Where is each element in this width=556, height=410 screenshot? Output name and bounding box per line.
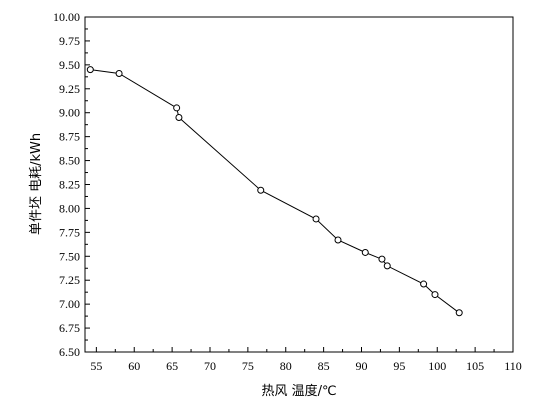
x-tick-label: 65	[166, 359, 178, 373]
y-tick-label: 6.50	[59, 345, 80, 359]
y-tick-label: 8.75	[59, 130, 80, 144]
data-point	[257, 186, 265, 194]
x-tick-label: 55	[90, 359, 102, 373]
x-tick-label: 110	[504, 359, 522, 373]
x-tick-label: 90	[355, 359, 367, 373]
x-axis-title: 热风 温度/℃	[261, 383, 336, 399]
y-tick-label: 9.50	[59, 58, 80, 72]
x-tick-label: 75	[242, 359, 254, 373]
y-axis-title: 单件坯 电耗/kWh	[29, 133, 44, 235]
y-tick-label: 7.75	[59, 225, 80, 239]
y-tick-label: 8.00	[59, 201, 80, 215]
plot-frame	[84, 16, 514, 353]
y-tick-label: 8.50	[59, 154, 80, 168]
data-point	[383, 262, 391, 270]
data-point	[455, 309, 463, 317]
x-tick-label: 60	[128, 359, 140, 373]
series-line	[90, 69, 460, 314]
x-tick-label: 100	[428, 359, 446, 373]
x-tick-label: 85	[318, 359, 330, 373]
y-tick-label: 9.75	[59, 34, 80, 48]
y-tick-label: 7.25	[59, 273, 80, 287]
data-point	[378, 255, 386, 263]
data-point	[420, 280, 428, 288]
data-point	[175, 114, 183, 121]
x-tick-label: 80	[280, 359, 292, 373]
y-tick-label: 9.00	[59, 106, 80, 120]
data-point	[431, 291, 439, 299]
data-point	[173, 104, 181, 112]
x-tick-label: 105	[466, 359, 484, 373]
y-axis-ticks: 6.50 6.75 7.00 7.25 7.50 7.75 8.00 8.25 8.50 8.75…	[53, 10, 90, 359]
x-tick-label: 70	[204, 359, 216, 373]
data-point	[312, 215, 320, 223]
y-tick-label: 8.25	[59, 178, 80, 192]
y-tick-label: 6.75	[59, 321, 80, 335]
data-point	[86, 66, 94, 74]
y-tick-label: 7.00	[59, 297, 80, 311]
data-point	[334, 236, 342, 244]
data-point	[115, 69, 123, 77]
y-tick-label: 7.50	[59, 249, 80, 263]
x-axis-ticks: 55 60 65 70 75 80 85 90 95 100 105 110	[90, 347, 522, 373]
x-tick-label: 95	[393, 359, 405, 373]
data-point	[361, 248, 369, 256]
y-tick-label: 9.25	[59, 82, 80, 96]
y-tick-label: 10.00	[53, 10, 80, 24]
data-points	[86, 66, 463, 317]
